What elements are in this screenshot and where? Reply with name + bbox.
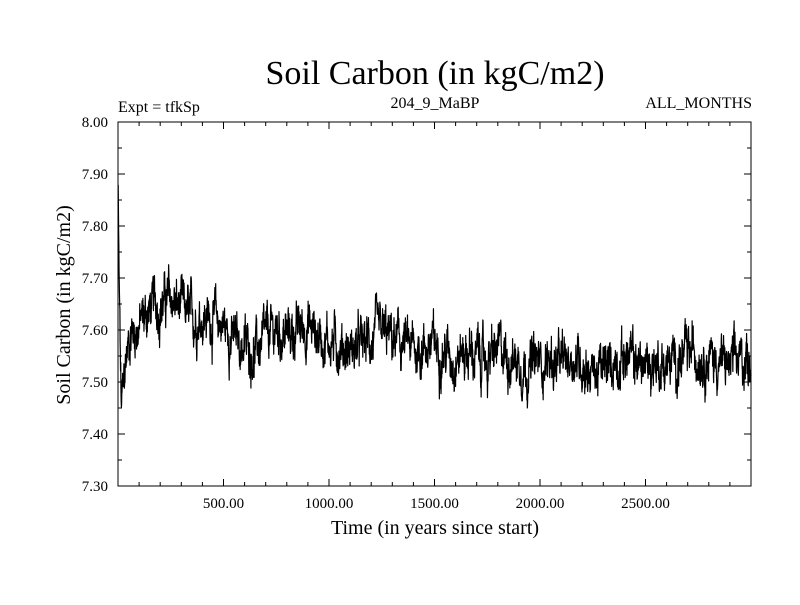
plot-layer [117, 184, 752, 409]
series-line [117, 184, 752, 409]
y-axis-title: Soil Carbon (in kgC/m2) [53, 205, 75, 404]
y-tick-label: 7.30 [82, 479, 108, 495]
y-tick-label: 7.90 [82, 167, 108, 183]
months-label: ALL_MONTHS [645, 95, 752, 112]
period-label: 204_9_MaBP [391, 95, 480, 112]
tick-layer: 7.30 7.40 7.50 7.60 7.70 7.80 7.90 8.00 500.00 10… [82, 115, 751, 512]
y-tick-label: 7.50 [82, 375, 108, 391]
plot-frame [117, 121, 752, 487]
y-tick-label: 8.00 [82, 115, 108, 131]
x-tick-label: 500.00 [203, 496, 244, 512]
chart-title: Soil Carbon (in kgC/m2) [265, 55, 604, 92]
y-tick-label: 7.40 [82, 427, 108, 443]
x-tick-label: 2500.00 [621, 496, 670, 512]
x-axis-title: Time (in years since start) [331, 517, 539, 539]
x-tick-label: 1000.00 [305, 496, 354, 512]
x-tick-label: 2000.00 [516, 496, 565, 512]
experiment-label: Expt = tfkSp [118, 99, 200, 116]
y-tick-label: 7.60 [82, 323, 108, 339]
y-tick-label: 7.80 [82, 219, 108, 235]
y-axis-title-group: Soil Carbon (in kgC/m2) [53, 205, 75, 404]
y-tick-label: 7.70 [82, 271, 108, 287]
x-tick-label: 1500.00 [410, 496, 459, 512]
